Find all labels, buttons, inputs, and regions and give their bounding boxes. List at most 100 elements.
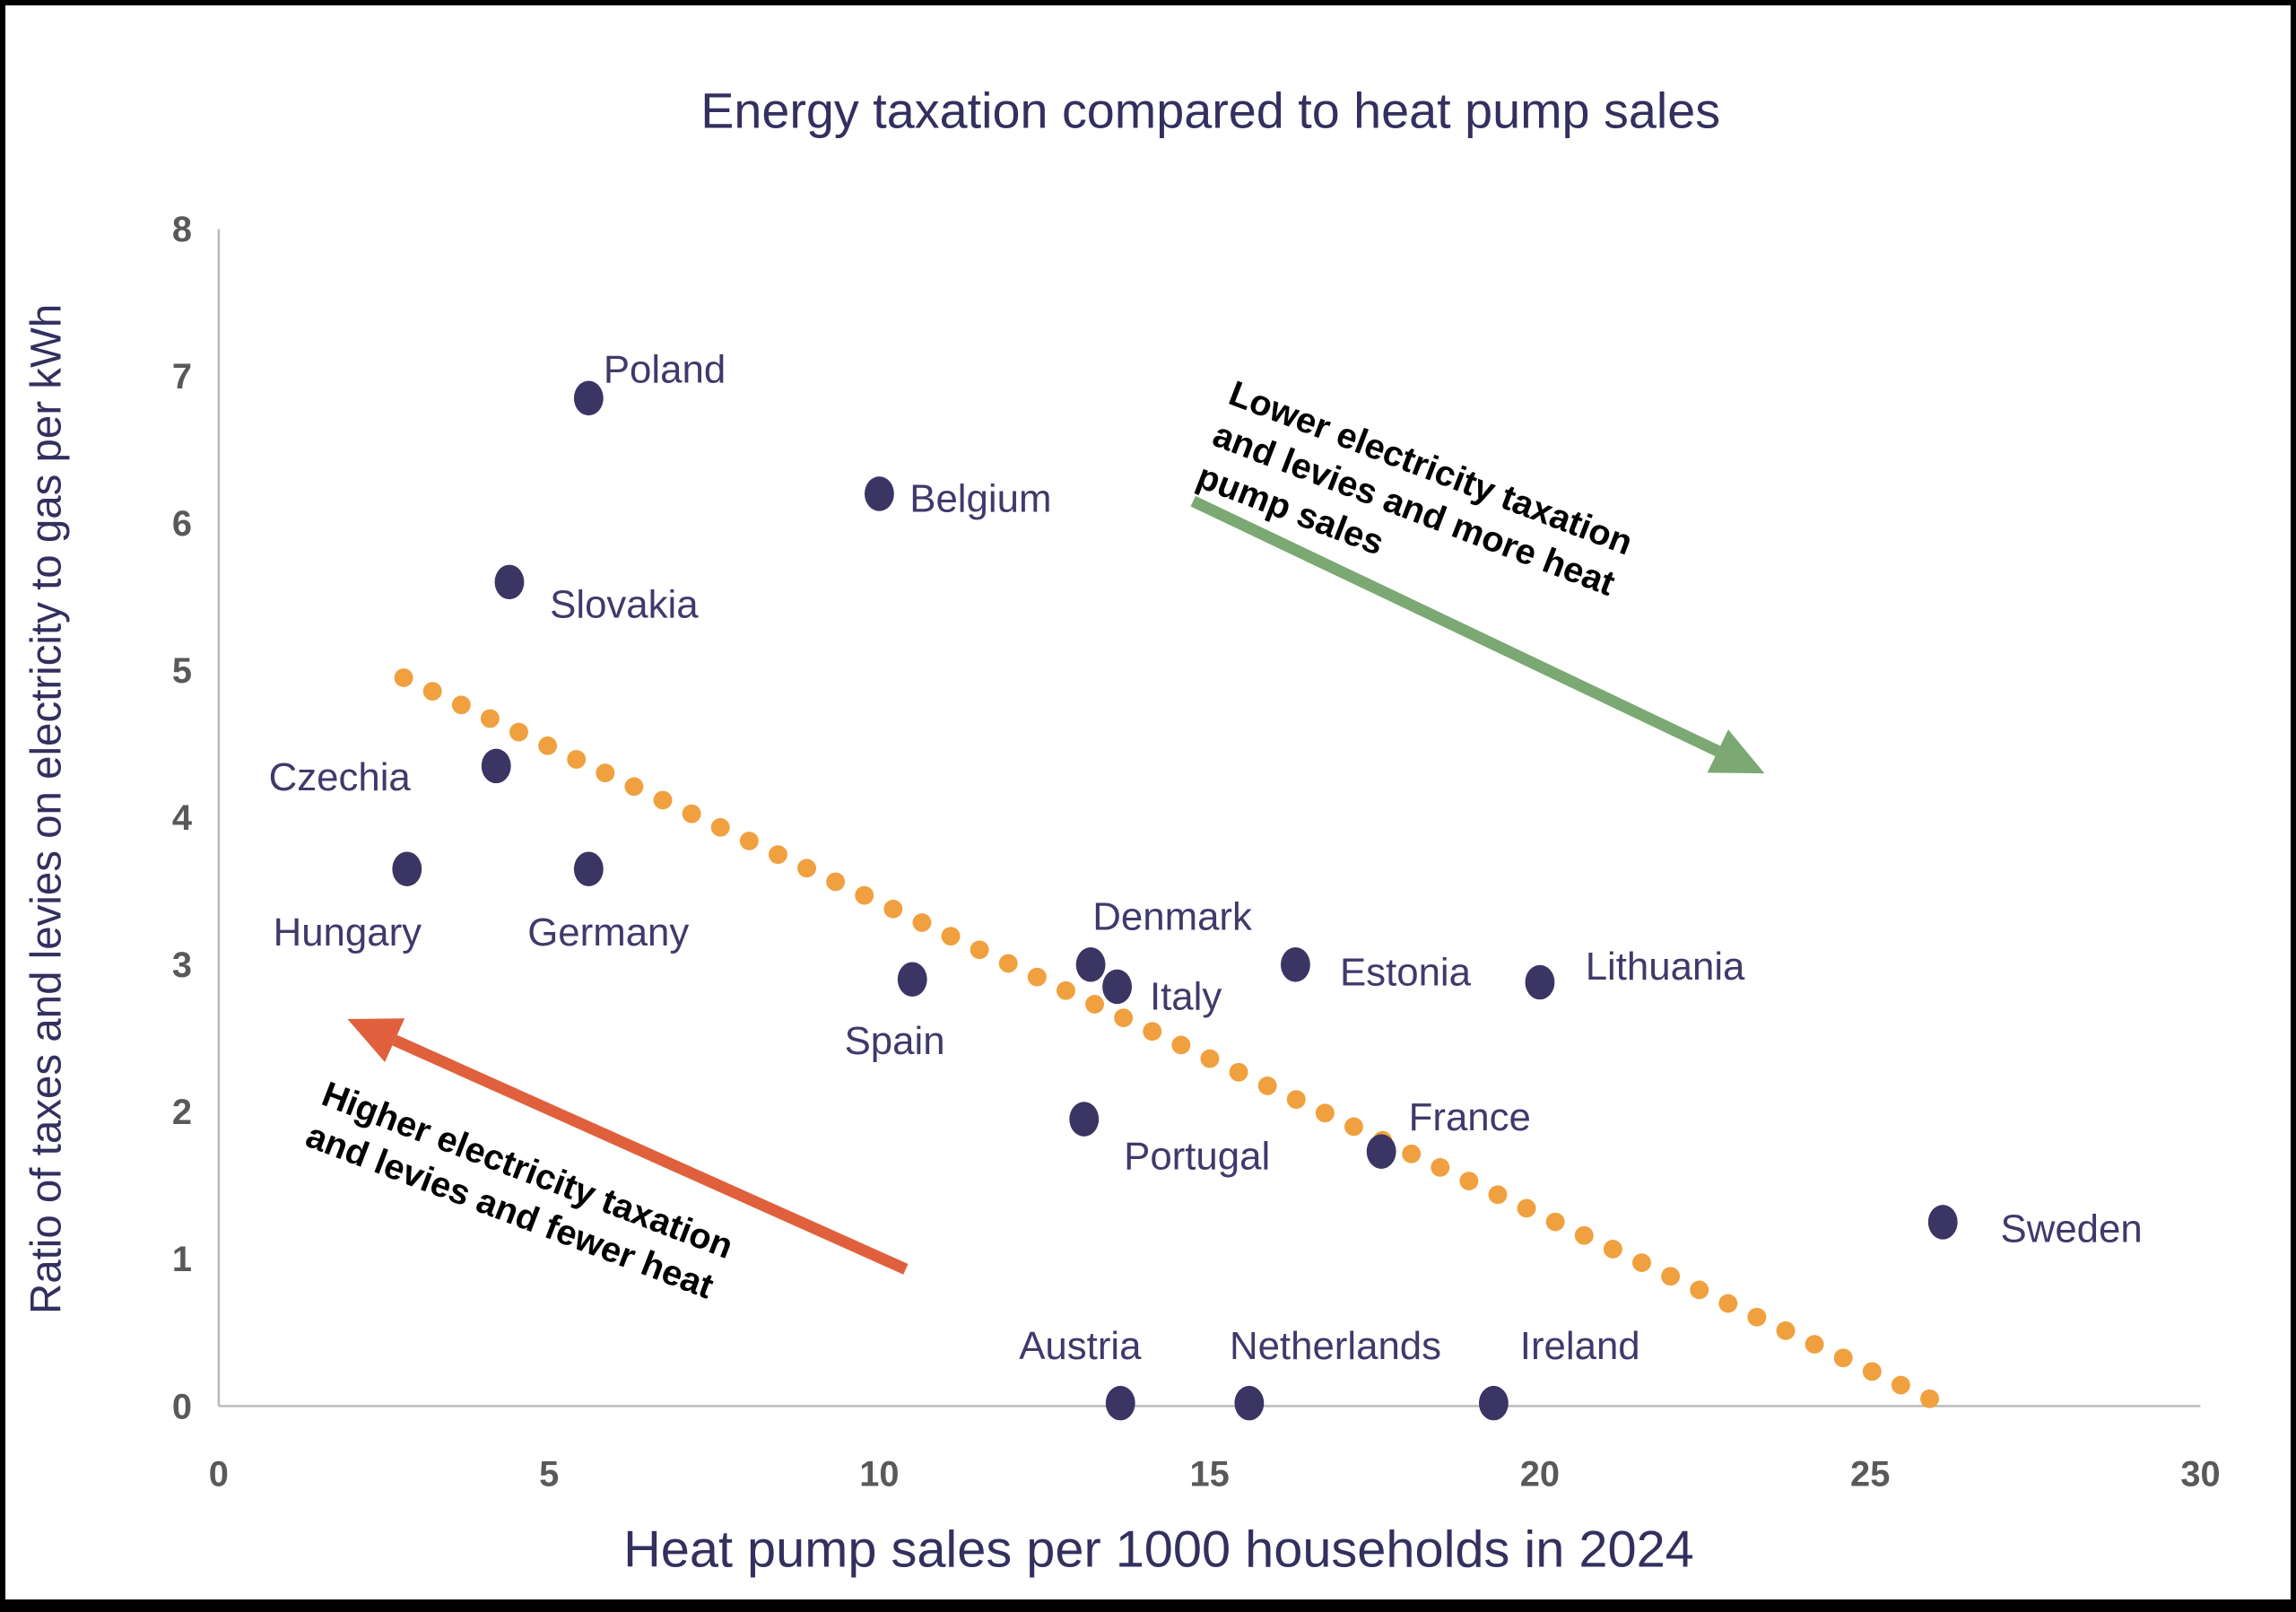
point-italy xyxy=(1102,969,1132,1005)
chart-title: Energy taxation compared to heat pump sa… xyxy=(700,83,1720,139)
label-lithuania: Lithuania xyxy=(1586,945,1745,989)
point-lithuania xyxy=(1525,964,1555,1000)
y-tick-label: 5 xyxy=(172,651,192,691)
label-denmark: Denmark xyxy=(1092,895,1252,939)
trendline-dot xyxy=(1603,1240,1622,1259)
trendline-dot xyxy=(1632,1253,1651,1272)
label-portugal: Portugal xyxy=(1124,1135,1270,1179)
scatter-chart: Energy taxation compared to heat pump sa… xyxy=(23,83,2221,1579)
trendline-dot xyxy=(480,709,500,728)
trendline-dot xyxy=(1431,1158,1450,1177)
trendline-dot xyxy=(1257,1076,1277,1095)
label-poland: Poland xyxy=(604,347,726,391)
trendline-dot xyxy=(998,954,1018,973)
trendline-dot xyxy=(1920,1389,1939,1408)
point-sweden xyxy=(1927,1205,1958,1240)
trendline-dot xyxy=(1200,1049,1220,1068)
point-czechia xyxy=(481,748,511,784)
trendline-dot xyxy=(1661,1267,1681,1286)
trendline-dot xyxy=(912,913,932,932)
point-poland xyxy=(573,380,604,416)
trendline-dot xyxy=(1776,1321,1796,1340)
trendline-dot xyxy=(855,885,874,905)
x-tick-label: 30 xyxy=(2180,1455,2220,1494)
trendline-dot xyxy=(970,940,989,960)
trendline-dot xyxy=(1286,1090,1306,1109)
data-points: Poland Belgium Slovakia Czechia Hungary Germa… xyxy=(269,347,2143,1421)
x-tick-label: 15 xyxy=(1190,1455,1230,1494)
x-tick-label: 0 xyxy=(209,1455,229,1494)
y-axis-title: Ratio of taxes and levies on electricity… xyxy=(23,304,71,1314)
trendline-dot xyxy=(739,832,759,850)
point-hungary xyxy=(392,851,422,887)
trendline-dot xyxy=(1747,1307,1767,1327)
label-czechia: Czechia xyxy=(269,755,412,799)
label-estonia: Estonia xyxy=(1340,951,1472,995)
point-spain xyxy=(897,962,927,998)
trendline-dot xyxy=(451,695,471,715)
point-portugal xyxy=(1069,1102,1100,1137)
trendline-dot xyxy=(1690,1280,1709,1300)
trendline-dot xyxy=(883,899,903,919)
point-france xyxy=(1366,1134,1396,1169)
trendline-dot xyxy=(538,736,558,755)
y-tick-label: 1 xyxy=(172,1240,192,1279)
label-slovakia: Slovakia xyxy=(550,582,699,626)
trendline-dot xyxy=(1545,1212,1565,1232)
trendline-dot xyxy=(1229,1062,1248,1082)
trendline-dotted xyxy=(394,668,1939,1408)
point-germany xyxy=(573,851,604,887)
higher-annotation: Higher electricity taxationand levies an… xyxy=(300,1075,738,1308)
trendline-dot xyxy=(710,817,730,837)
label-belgium: Belgium xyxy=(909,477,1051,521)
x-tick-label: 5 xyxy=(539,1455,559,1494)
y-tick-label: 6 xyxy=(172,504,192,544)
trendline-dot xyxy=(1402,1144,1422,1163)
lower-arrow-shaft xyxy=(1190,495,1721,757)
lower-arrow-head xyxy=(1707,729,1765,774)
label-france: France xyxy=(1409,1095,1531,1139)
y-tick-label: 7 xyxy=(172,357,192,396)
label-italy: Italy xyxy=(1150,975,1222,1019)
label-sweden: Sweden xyxy=(2001,1207,2143,1251)
trendline-dot xyxy=(596,763,615,783)
x-tick-label: 20 xyxy=(1520,1455,1560,1494)
label-spain: Spain xyxy=(845,1019,945,1063)
trendline-dot xyxy=(768,845,787,865)
trendline-dot xyxy=(1459,1172,1479,1190)
trendline-dot xyxy=(1488,1185,1508,1205)
trendline-dot xyxy=(1805,1335,1824,1354)
trendline-dot xyxy=(1862,1362,1882,1381)
point-austria xyxy=(1105,1385,1135,1421)
trendline-dot xyxy=(826,872,846,892)
y-tick-label: 2 xyxy=(172,1093,192,1132)
x-tick-label: 10 xyxy=(859,1455,899,1494)
trendline-dot xyxy=(567,750,587,769)
point-ireland xyxy=(1478,1385,1509,1421)
trendline-dot xyxy=(1891,1375,1910,1395)
x-tick-label: 25 xyxy=(1850,1455,1890,1494)
y-tick-label: 3 xyxy=(172,945,192,985)
trendline-dot xyxy=(422,682,442,701)
trendline-dot xyxy=(1171,1035,1191,1055)
trendline-dot xyxy=(1315,1103,1335,1123)
trendline-dot xyxy=(394,668,413,687)
x-axis-title: Heat pump sales per 1000 households in 2… xyxy=(623,1521,1694,1579)
y-tick-label: 4 xyxy=(172,798,192,838)
label-netherlands: Netherlands xyxy=(1230,1324,1441,1368)
trendline-dot xyxy=(1056,980,1075,1000)
trendline-dot xyxy=(941,927,961,946)
trendline-dot xyxy=(1344,1117,1363,1137)
trendline-dot xyxy=(1517,1198,1536,1218)
trendline-dot xyxy=(797,858,816,878)
label-ireland: Ireland xyxy=(1520,1324,1640,1368)
point-belgium xyxy=(864,476,894,511)
label-hungary: Hungary xyxy=(274,911,422,954)
label-germany: Germany xyxy=(527,911,689,954)
trendline-dot xyxy=(682,804,701,823)
trendline-dot xyxy=(1085,995,1104,1014)
trendline-dot xyxy=(1143,1022,1162,1041)
y-tick-label: 8 xyxy=(172,210,192,249)
point-netherlands xyxy=(1234,1385,1265,1421)
point-slovakia xyxy=(494,564,525,600)
